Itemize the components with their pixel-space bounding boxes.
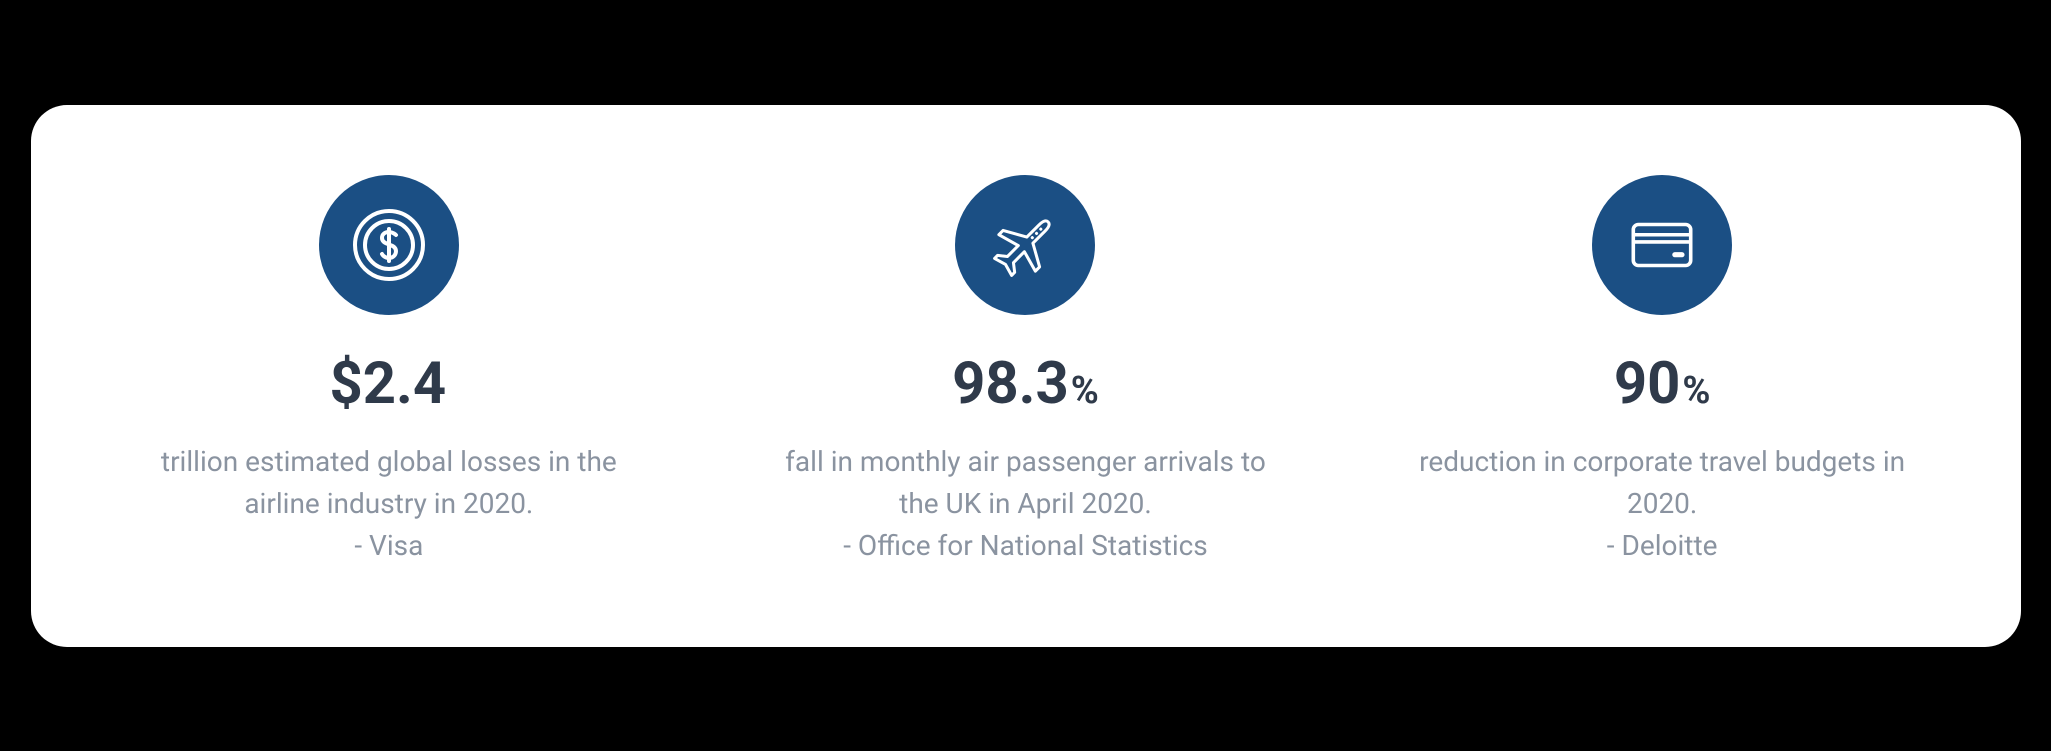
stat-block: $2.4 trillion estimated global losses in… — [129, 175, 649, 567]
stat-block: 90% reduction in corporate travel budget… — [1402, 175, 1922, 567]
stat-block: 98.3% fall in monthly air passenger arri… — [765, 175, 1285, 567]
stat-description: reduction in corporate travel budgets in… — [1402, 441, 1922, 525]
stat-value: $2.4 — [330, 355, 449, 413]
stats-card: $2.4 trillion estimated global losses in… — [31, 105, 2021, 647]
stat-value-number: 90 — [1614, 350, 1681, 418]
airplane-icon — [955, 175, 1095, 315]
stat-source: - Deloitte — [1607, 525, 1718, 567]
stat-value: 90% — [1614, 355, 1711, 413]
stat-description: trillion estimated global losses in the … — [129, 441, 649, 525]
stat-value-unit: % — [1071, 369, 1099, 413]
stat-value-unit: % — [1682, 369, 1710, 413]
dollar-coin-icon — [319, 175, 459, 315]
credit-card-icon — [1592, 175, 1732, 315]
stat-source: - Visa — [354, 525, 423, 567]
stat-source: - Office for National Statistics — [843, 525, 1208, 567]
stat-value-number: 98.3 — [952, 350, 1069, 418]
stat-description: fall in monthly air passenger arrivals t… — [765, 441, 1285, 525]
stat-value-number: $2.4 — [330, 350, 447, 418]
stat-value: 98.3% — [952, 355, 1099, 413]
